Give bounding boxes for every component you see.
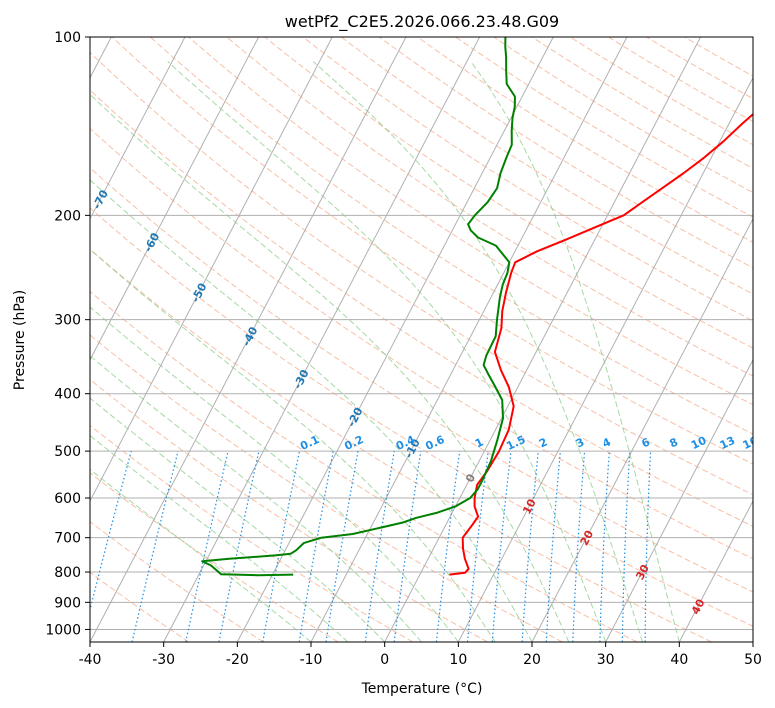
dry-adiabat bbox=[531, 37, 753, 170]
moist-adiabat bbox=[90, 248, 496, 642]
mixing-ratio-label: 13 bbox=[718, 434, 737, 452]
moist-adiabat bbox=[90, 179, 533, 642]
x-tick-label: 10 bbox=[449, 652, 467, 668]
x-tick-label: -30 bbox=[152, 652, 175, 668]
isotherm-label: 40 bbox=[689, 597, 708, 617]
isotherm-label: 20 bbox=[578, 528, 597, 548]
y-tick-label: 400 bbox=[54, 387, 81, 403]
dry-adiabat bbox=[264, 37, 753, 349]
dry-adiabat bbox=[90, 290, 638, 642]
dry-adiabat bbox=[90, 127, 753, 560]
axis-ticks: -40 -30 -20 -10 0 10 20 30 40 50 100 200 300 400 500 60… bbox=[45, 30, 762, 668]
x-tick-label: -40 bbox=[79, 652, 102, 668]
x-tick-label: 30 bbox=[597, 652, 615, 668]
dry-adiabat bbox=[90, 167, 753, 593]
dry-adiabat bbox=[111, 37, 753, 465]
dewpoint-profile bbox=[201, 37, 516, 577]
x-tick-label: -10 bbox=[300, 652, 323, 668]
x-tick-label: -20 bbox=[226, 652, 249, 668]
moist-adiabat bbox=[312, 61, 643, 642]
y-axis-label: Pressure (hPa) bbox=[12, 290, 28, 390]
x-tick-label: 50 bbox=[744, 652, 762, 668]
mixing-ratio-line bbox=[521, 451, 539, 642]
mixing-ratio-line bbox=[393, 451, 422, 642]
mixing-ratio-line bbox=[466, 451, 489, 642]
isotherm-line bbox=[163, 37, 481, 642]
dry-adiabat bbox=[455, 37, 753, 218]
moist-adiabat bbox=[90, 468, 312, 642]
dry-adiabat bbox=[226, 37, 753, 377]
isotherm-line bbox=[236, 37, 554, 642]
moist-adiabat bbox=[90, 397, 386, 642]
dry-adiabat bbox=[90, 207, 753, 627]
moist-adiabat bbox=[90, 355, 422, 642]
isotherm-line bbox=[605, 358, 753, 642]
dry-adiabat bbox=[379, 37, 753, 269]
y-tick-label: 800 bbox=[54, 565, 81, 581]
dry-adiabat bbox=[302, 37, 753, 322]
mixing-ratio-line bbox=[491, 451, 512, 642]
isotherm-line bbox=[457, 76, 753, 642]
mixing-ratio-line bbox=[90, 450, 132, 613]
x-tick-label: 40 bbox=[670, 652, 688, 668]
mixing-ratio-label: 10 bbox=[689, 434, 709, 452]
moist-adiabat bbox=[90, 306, 459, 642]
x-tick-label: 0 bbox=[380, 652, 389, 668]
dry-adiabat bbox=[188, 37, 753, 406]
isotherm-line bbox=[90, 37, 260, 361]
moist-adiabat bbox=[90, 434, 349, 642]
sounding-profiles bbox=[201, 37, 753, 577]
background-lines bbox=[90, 37, 753, 642]
y-tick-label: 200 bbox=[54, 208, 81, 224]
mixing-ratio-line bbox=[435, 451, 461, 642]
moist-adiabat bbox=[470, 61, 680, 642]
isotherm-line bbox=[90, 37, 407, 642]
isotherm-label: 30 bbox=[633, 562, 652, 582]
isotherm-line bbox=[90, 37, 186, 220]
y-tick-label: 900 bbox=[54, 595, 81, 611]
chart-title: wetPf2_C2E5.2026.066.23.48.G09 bbox=[285, 12, 559, 32]
isotherm-label: 10 bbox=[520, 497, 539, 517]
moist-adiabat bbox=[90, 93, 570, 642]
y-tick-label: 500 bbox=[54, 444, 81, 460]
mixing-ratio-line bbox=[131, 450, 179, 642]
x-tick-label: 20 bbox=[523, 652, 541, 668]
y-tick-label: 700 bbox=[54, 531, 81, 547]
y-tick-label: 1000 bbox=[45, 622, 81, 638]
dry-adiabat bbox=[90, 378, 488, 642]
plot-frame bbox=[89, 36, 754, 643]
mixing-ratio-label: 16 bbox=[741, 434, 761, 452]
isotherm-line bbox=[90, 37, 333, 503]
y-tick-label: 600 bbox=[54, 491, 81, 507]
dry-adiabat bbox=[493, 37, 753, 194]
dry-adiabat bbox=[90, 89, 753, 527]
isotherm-line bbox=[678, 499, 753, 642]
dry-adiabat bbox=[90, 424, 414, 642]
dry-adiabat bbox=[150, 37, 753, 435]
dry-adiabat bbox=[90, 248, 712, 642]
mixing-ratio-line bbox=[185, 450, 229, 642]
x-axis-label: Temperature (°C) bbox=[361, 681, 483, 697]
isotherm-line bbox=[531, 217, 753, 642]
mixing-ratio-line bbox=[364, 451, 395, 642]
isotherm-line bbox=[310, 37, 628, 642]
temperature-profile bbox=[449, 112, 753, 576]
y-tick-label: 300 bbox=[54, 313, 81, 329]
isotherm-line bbox=[384, 37, 702, 642]
y-tick-label: 100 bbox=[54, 30, 81, 46]
dry-adiabat bbox=[340, 37, 753, 295]
moist-adiabat bbox=[167, 61, 607, 642]
